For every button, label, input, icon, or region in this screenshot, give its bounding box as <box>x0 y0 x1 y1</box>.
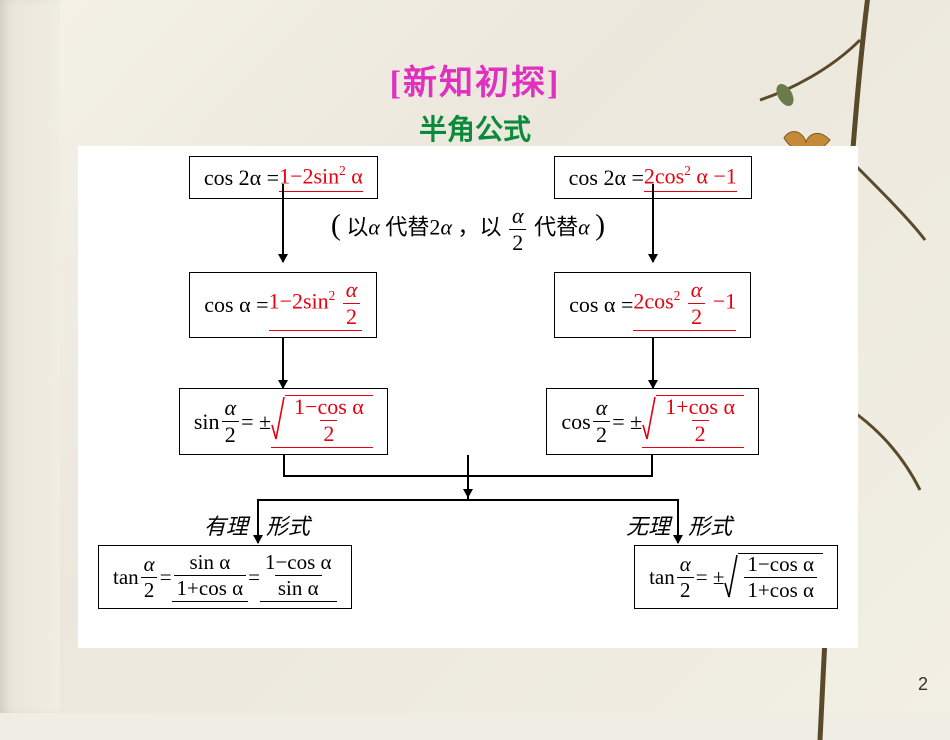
connector-vertical <box>467 455 469 499</box>
box-cosa-right: cos α = 2cos2 α2 −1 <box>554 272 751 338</box>
box-cos-half: cos α2 = ± 1+cos α2 <box>546 388 759 455</box>
rhs-highlight: 2cos2 α −1 <box>644 163 737 192</box>
arrow-down <box>282 338 284 388</box>
title-sub: 半角公式 <box>0 108 950 148</box>
label-rational: 有理形式 <box>204 509 310 541</box>
title-main: [新知初探] <box>0 55 950 104</box>
page-number: 2 <box>918 674 928 695</box>
arrow-down <box>282 184 284 262</box>
rhs-highlight: 1−2sin2 α <box>279 163 363 192</box>
substitution-note: ( 以α 代替2α ，以 α2 代替α ) <box>96 205 840 254</box>
arrow-down <box>652 338 654 388</box>
arrow-down <box>652 184 654 262</box>
box-tan-irrational: tan α2 = ± 1−cos α1+cos α <box>634 545 838 609</box>
box-cosa-left: cos α = 1−2sin2 α2 <box>189 272 377 338</box>
connector-vertical <box>283 455 285 475</box>
flowchart: cos 2α = 1−2sin2 α cos 2α = 2cos2 α −1 (… <box>78 146 858 648</box>
connector-vertical <box>651 455 653 475</box>
box-tan-rational: tan α2 = sin α1+cos α = 1−cos αsin α <box>98 545 352 609</box>
connector-horizontal <box>257 499 679 501</box>
box-sin-half: sin α2 = ± 1−cos α2 <box>179 388 388 455</box>
label-irrational: 无理形式 <box>626 509 732 541</box>
lhs: cos 2α = <box>204 165 279 191</box>
lhs: cos 2α = <box>569 165 644 191</box>
